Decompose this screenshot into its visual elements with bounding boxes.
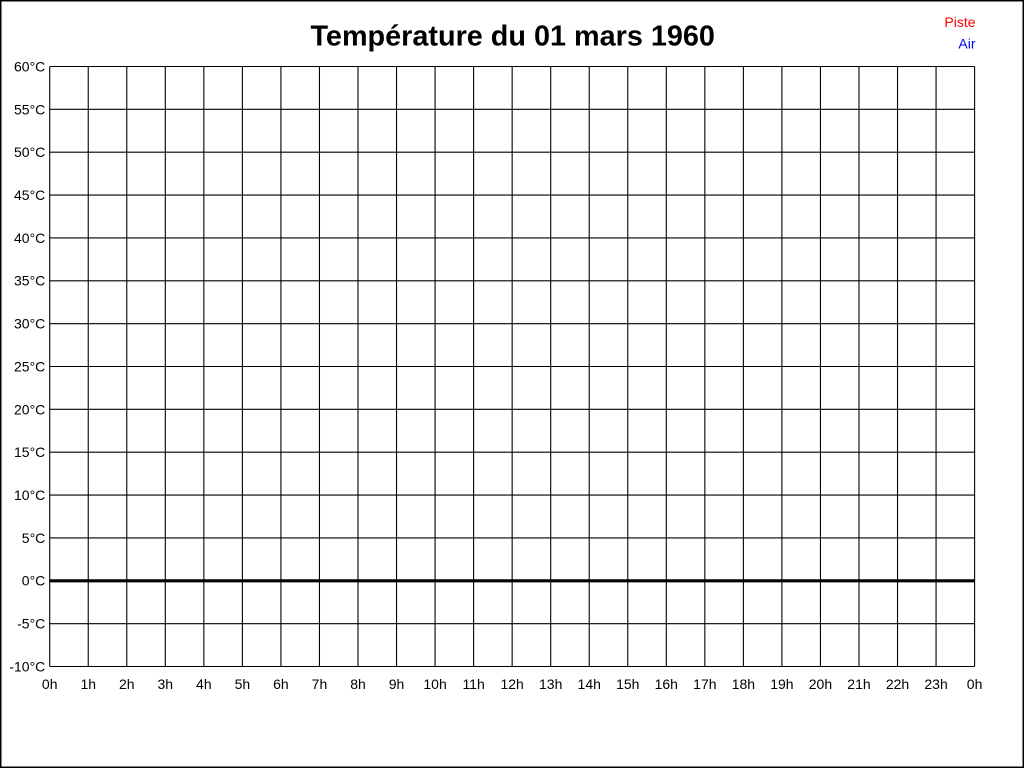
svg-text:35°C: 35°C (14, 273, 45, 289)
svg-text:30°C: 30°C (14, 316, 45, 332)
svg-text:45°C: 45°C (14, 187, 45, 203)
svg-text:Air: Air (958, 36, 975, 52)
svg-text:15°C: 15°C (14, 444, 45, 460)
svg-text:0°C: 0°C (22, 573, 46, 589)
svg-text:-5°C: -5°C (17, 616, 45, 632)
svg-text:5h: 5h (235, 676, 251, 692)
svg-text:60°C: 60°C (14, 58, 45, 74)
svg-text:6h: 6h (273, 676, 289, 692)
svg-text:1h: 1h (80, 676, 96, 692)
svg-text:20h: 20h (809, 676, 832, 692)
svg-text:-10°C: -10°C (9, 658, 45, 674)
svg-text:0h: 0h (42, 676, 58, 692)
svg-text:12h: 12h (500, 676, 523, 692)
svg-text:22h: 22h (886, 676, 909, 692)
svg-text:0h: 0h (967, 676, 983, 692)
svg-text:19h: 19h (770, 676, 793, 692)
svg-text:3h: 3h (158, 676, 174, 692)
svg-text:13h: 13h (539, 676, 562, 692)
svg-text:15h: 15h (616, 676, 639, 692)
svg-text:40°C: 40°C (14, 230, 45, 246)
svg-text:10°C: 10°C (14, 487, 45, 503)
svg-text:55°C: 55°C (14, 101, 45, 117)
svg-text:16h: 16h (655, 676, 678, 692)
svg-text:21h: 21h (847, 676, 870, 692)
svg-text:50°C: 50°C (14, 144, 45, 160)
svg-text:5°C: 5°C (22, 530, 46, 546)
svg-text:Température du 01 mars 1960: Température du 01 mars 1960 (310, 21, 714, 53)
svg-text:23h: 23h (924, 676, 947, 692)
svg-text:11h: 11h (462, 676, 484, 692)
svg-text:7h: 7h (312, 676, 328, 692)
svg-text:8h: 8h (350, 676, 366, 692)
svg-text:14h: 14h (578, 676, 601, 692)
svg-text:4h: 4h (196, 676, 212, 692)
svg-text:20°C: 20°C (14, 401, 45, 417)
svg-text:25°C: 25°C (14, 358, 45, 374)
svg-text:17h: 17h (693, 676, 716, 692)
svg-text:10h: 10h (423, 676, 446, 692)
svg-text:9h: 9h (389, 676, 405, 692)
svg-text:2h: 2h (119, 676, 135, 692)
svg-text:Piste: Piste (944, 14, 975, 30)
svg-text:18h: 18h (732, 676, 755, 692)
